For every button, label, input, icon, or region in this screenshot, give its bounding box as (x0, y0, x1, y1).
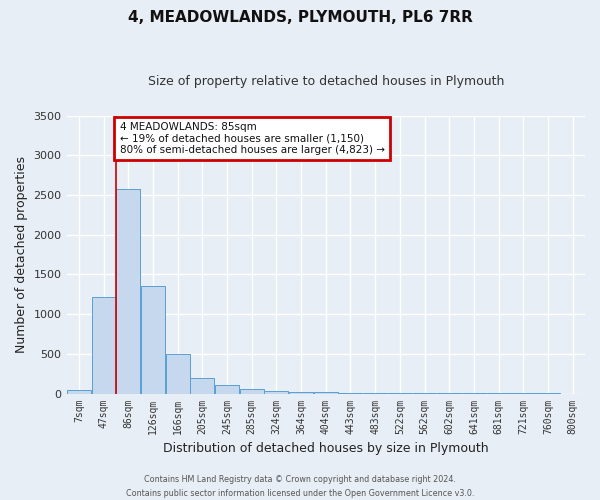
Bar (289, 392, 313, 394)
Bar (338, 393, 362, 394)
Bar (265, 391, 289, 394)
Text: 4 MEADOWLANDS: 85sqm
← 19% of detached houses are smaller (1,150)
80% of semi-de: 4 MEADOWLANDS: 85sqm ← 19% of detached h… (119, 122, 385, 155)
Bar (190, 378, 214, 394)
X-axis label: Distribution of detached houses by size in Plymouth: Distribution of detached houses by size … (163, 442, 488, 455)
Title: Size of property relative to detached houses in Plymouth: Size of property relative to detached ho… (148, 75, 504, 88)
Bar (67, 390, 91, 394)
Text: 4, MEADOWLANDS, PLYMOUTH, PL6 7RR: 4, MEADOWLANDS, PLYMOUTH, PL6 7RR (128, 10, 472, 25)
Bar (240, 389, 263, 394)
Y-axis label: Number of detached properties: Number of detached properties (15, 156, 28, 353)
Bar (92, 296, 116, 394)
Bar (215, 385, 239, 394)
Bar (314, 392, 338, 394)
Bar (166, 354, 190, 394)
Text: Contains HM Land Registry data © Crown copyright and database right 2024.
Contai: Contains HM Land Registry data © Crown c… (126, 476, 474, 498)
Bar (141, 286, 165, 394)
Bar (116, 188, 140, 394)
